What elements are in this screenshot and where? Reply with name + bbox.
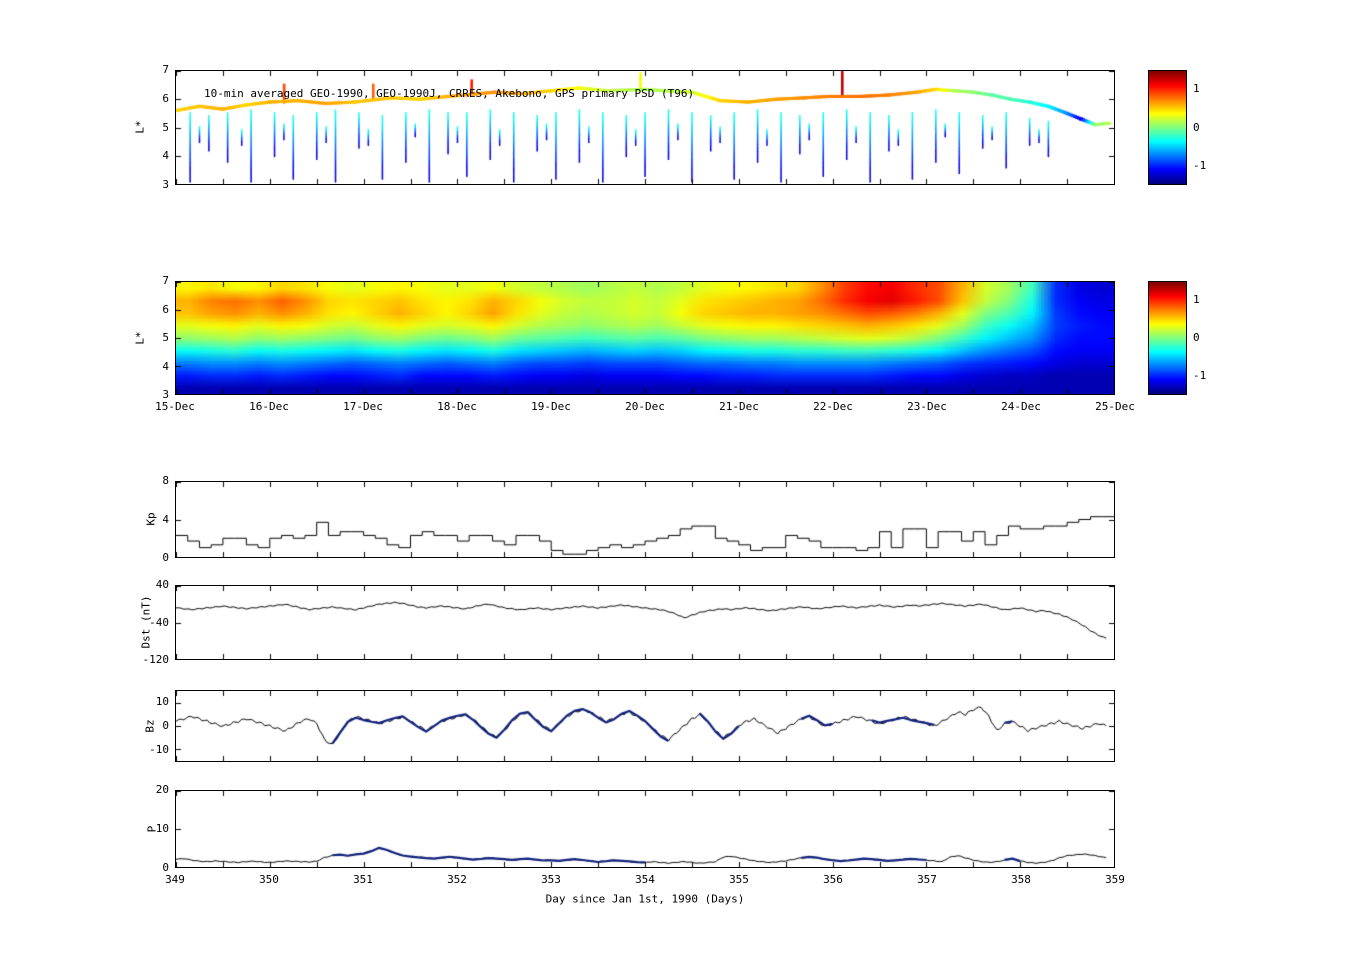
tick-label: 40 [155,578,169,591]
tick-label: 353 [541,873,561,886]
tick-label: 1 [1193,293,1200,306]
p-line-canvas [176,791,1114,867]
p-panel [175,790,1115,868]
tick-label: 4 [162,512,169,526]
kp-line-canvas [176,482,1114,557]
tick-label: 0 [162,719,169,732]
tick-label: 17-Dec [343,400,383,413]
tick-label: 23-Dec [907,400,947,413]
colorbar-gradient [1149,71,1186,184]
tick-label: 355 [729,873,749,886]
tick-label: 349 [165,873,185,886]
psd-heatmap-canvas [176,282,1114,394]
tick-label: 358 [1011,873,1031,886]
tick-label: -40 [149,615,169,629]
tick-label: 7 [162,274,169,287]
tick-label: 16-Dec [249,400,289,413]
dst-line-canvas [176,586,1114,659]
tick-label: 4 [162,359,169,373]
tick-label: -120 [142,653,170,666]
tick-label: 352 [447,873,467,886]
tick-label: 20 [155,783,169,796]
tick-label: 10 [155,822,169,835]
tick-label: 7 [162,63,169,76]
kp-panel [175,481,1115,558]
tick-label: 350 [259,873,279,886]
psd-heatmap-panel [175,281,1115,395]
tick-label: 10 [155,695,169,708]
dst-panel [175,585,1115,660]
tick-label: 356 [823,873,843,886]
tick-label: 25-Dec [1095,400,1135,413]
tick-label: 354 [635,873,655,886]
tick-label: -1 [1193,158,1207,172]
tick-label: 24-Dec [1001,400,1041,413]
bz-panel [175,690,1115,762]
tick-label: 6 [162,91,169,105]
tick-label: 0 [1193,120,1200,134]
tick-label: 8 [162,474,169,487]
psd-scatter-colorbar [1148,70,1187,185]
tick-label: 4 [162,149,169,163]
tick-label: 0 [162,861,169,874]
colorbar-gradient [1149,282,1186,394]
tick-label: 0 [1193,331,1200,344]
psd-heatmap-colorbar [1148,281,1187,395]
tick-label: 5 [162,120,169,134]
tick-label: 22-Dec [813,400,853,413]
tick-label: 3 [162,178,169,191]
tick-label: 20-Dec [625,400,665,413]
tick-label: 3 [162,388,169,401]
tick-label: -10 [149,743,169,756]
tick-label: -1 [1193,369,1207,382]
tick-label: 6 [162,302,169,316]
x-axis-label: Day since Jan 1st, 1990 (Days) [545,892,745,906]
tick-label: 1 [1193,82,1200,96]
tick-label: 357 [917,873,937,886]
tick-label: 15-Dec [155,400,195,413]
tick-label: 351 [353,873,373,886]
psd-scatter-plot-canvas [176,71,1114,184]
tick-label: 0 [162,551,169,564]
psd-scatter-panel: 10-min averaged GEO-1990, GEO-1990J, CRR… [175,70,1115,185]
psd-scatter-title: 10-min averaged GEO-1990, GEO-1990J, CRR… [204,87,695,100]
bz-line-canvas [176,691,1114,761]
tick-label: 19-Dec [531,400,571,413]
tick-label: 21-Dec [719,400,759,413]
tick-label: 18-Dec [437,400,477,413]
tick-label: 5 [162,331,169,344]
tick-label: 359 [1105,873,1125,886]
